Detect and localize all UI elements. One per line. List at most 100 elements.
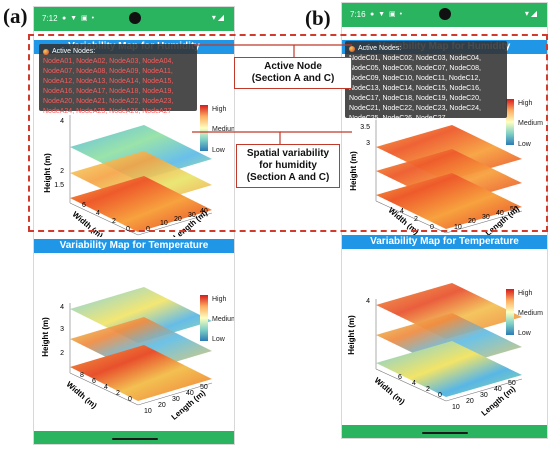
length-tick: 10 <box>160 220 168 227</box>
active-nodes-line: NodeC01, NodeC02, NodeC03, NodeC04, <box>349 55 481 62</box>
length-tick: 0 <box>146 226 150 233</box>
callout-line: Spatial variability <box>246 148 330 159</box>
humidity-3d-map[interactable]: 4 2 1.5 Height (m) 6 4 2 0 Width (m) 0 1… <box>34 55 235 237</box>
colorbar-low-label: Low <box>212 336 226 343</box>
width-tick: 2 <box>116 390 120 397</box>
colorbar-high-label: High <box>212 106 227 113</box>
width-tick: 2 <box>112 218 116 225</box>
length-tick: 20 <box>468 218 476 225</box>
colorbar <box>200 295 208 341</box>
width-tick: 0 <box>126 226 130 233</box>
notification-icons: ● ▼ ▣ • <box>370 11 404 18</box>
phone-screen-b: 7:16 ● ▼ ▣ • ▾◢ Variability Map for Humi… <box>341 2 548 439</box>
active-nodes-line: NodeA20, NodeA21, NodeA22, NodeA23, <box>43 98 174 105</box>
length-tick: 50 <box>508 380 516 387</box>
status-time: 7:16 <box>350 10 366 19</box>
colorbar-high-label: High <box>518 100 533 107</box>
colorbar-low-label: Low <box>518 141 532 148</box>
active-nodes-line: NodeA01, NodeA02, NodeA03, NodeA04, <box>43 58 174 65</box>
camera-cutout-icon <box>439 8 451 20</box>
callout-line: (Section A and C) <box>251 73 335 84</box>
temperature-layer-top <box>70 287 212 343</box>
height-tick: 4 <box>366 298 370 305</box>
active-node-callout: Active Node (Section A and C) <box>234 57 352 89</box>
phone-screen-a: 7:12 ● ▼ ▣ • ▾◢ Variability Map for Humi… <box>33 6 235 445</box>
active-nodes-line: NodeA07, NodeA08, NodeA09, NodeA11, <box>43 68 173 75</box>
width-tick: 0 <box>438 392 442 399</box>
length-tick: 20 <box>158 402 166 409</box>
length-tick: 40 <box>200 208 208 215</box>
home-indicator[interactable] <box>112 438 158 440</box>
width-tick: 8 <box>80 372 84 379</box>
active-nodes-line: NodeA12, NodeA13, NodeA14, NodeA15, <box>43 78 174 85</box>
colorbar <box>506 99 514 145</box>
active-nodes-title: Active Nodes: <box>358 45 402 52</box>
active-nodes-line: NodeC09, NodeC10, NodeC11, NodeC12, <box>349 75 481 82</box>
colorbar-high-label: High <box>518 290 533 297</box>
height-tick: 3 <box>60 326 64 333</box>
colorbar-medium-label: Medium <box>212 126 235 133</box>
length-tick: 40 <box>496 210 504 217</box>
length-tick: 30 <box>480 392 488 399</box>
height-tick: 2 <box>60 168 64 175</box>
colorbar <box>200 105 208 151</box>
active-nodes-title: Active Nodes: <box>52 48 96 55</box>
humidity-layer-bottom <box>70 176 212 232</box>
length-tick: 30 <box>482 214 490 221</box>
temperature-3d-map[interactable]: 4 Height (m) Width (m) 6 4 2 0 10 20 30 … <box>342 275 548 425</box>
active-nodes-popup: Active Nodes: NodeC01, NodeC02, NodeC03,… <box>345 41 507 122</box>
width-tick: 2 <box>414 216 418 223</box>
temperature-3d-map[interactable]: 4 3 2 Height (m) 8 6 4 2 0 Width (m) 10 … <box>34 279 235 429</box>
length-tick: 50 <box>510 206 518 213</box>
height-axis-label: Height (m) <box>347 315 356 355</box>
highlight-region <box>28 34 548 232</box>
callout-line: (Section A and C) <box>246 172 330 183</box>
callout-line: Active Node <box>264 61 322 72</box>
length-tick: 20 <box>174 216 182 223</box>
temperature-layer-bottom <box>376 341 522 397</box>
panel-label-b: (b) <box>305 6 331 30</box>
colorbar-high-label: High <box>212 296 227 303</box>
active-nodes-line: NodeC25, NodeC26, NodeC27 <box>349 115 446 122</box>
active-nodes-line: NodeA24, NodeA25, NodeA26, NodeA27 <box>43 108 172 115</box>
height-axis-label: Height (m) <box>41 317 50 357</box>
signal-battery-icon: ▾◢ <box>524 9 539 18</box>
temperature-layer-bottom <box>70 345 212 401</box>
height-tick: 4 <box>60 118 64 125</box>
status-bar: 7:12 ● ▼ ▣ • ▾◢ <box>34 7 234 31</box>
width-tick: 4 <box>412 380 416 387</box>
width-tick: 6 <box>92 378 96 385</box>
colorbar-medium-label: Medium <box>518 310 543 317</box>
nav-bar <box>34 431 234 444</box>
temperature-layer-top <box>376 283 522 339</box>
height-axis-label: Height (m) <box>43 153 52 193</box>
nav-bar <box>342 425 547 438</box>
status-bar: 7:16 ● ▼ ▣ • ▾◢ <box>342 3 547 27</box>
active-nodes-line: NodeC17, NodeC18, NodeC19, NodeC20, <box>349 95 481 102</box>
spatial-variability-callout: Spatial variability for humidity (Sectio… <box>236 144 340 188</box>
home-indicator[interactable] <box>422 432 468 434</box>
temperature-map-header: Variability Map for Temperature <box>34 239 234 253</box>
height-tick: 2 <box>60 350 64 357</box>
width-tick: 6 <box>82 202 86 209</box>
active-nodes-line: NodeA16, NodeA17, NodeA18, NodeA19, <box>43 88 174 95</box>
camera-cutout-icon <box>129 12 141 24</box>
temperature-layer-middle <box>376 313 522 369</box>
height-tick: 4 <box>60 304 64 311</box>
length-tick: 50 <box>200 384 208 391</box>
width-tick: 0 <box>430 224 434 231</box>
colorbar-medium-label: Medium <box>518 120 543 127</box>
length-tick: 40 <box>186 390 194 397</box>
active-node-dot-icon <box>43 49 49 55</box>
active-nodes-popup: Active Nodes: NodeA01, NodeA02, NodeA03,… <box>39 44 197 115</box>
width-tick: 4 <box>400 208 404 215</box>
active-nodes-line: NodeC13, NodeC14, NodeC15, NodeC16, <box>349 85 481 92</box>
active-nodes-line: NodeC05, NodeC06, NodeC07, NodeC08, <box>349 65 481 72</box>
colorbar-low-label: Low <box>212 147 226 154</box>
height-tick: 3.5 <box>360 124 370 131</box>
length-tick: 20 <box>466 398 474 405</box>
humidity-layer-bottom <box>376 173 522 229</box>
active-nodes-line: NodeC21, NodeC22, NodeC23, NodeC24, <box>349 105 481 112</box>
panel-label-a: (a) <box>3 4 28 28</box>
signal-battery-icon: ▾◢ <box>211 13 226 22</box>
